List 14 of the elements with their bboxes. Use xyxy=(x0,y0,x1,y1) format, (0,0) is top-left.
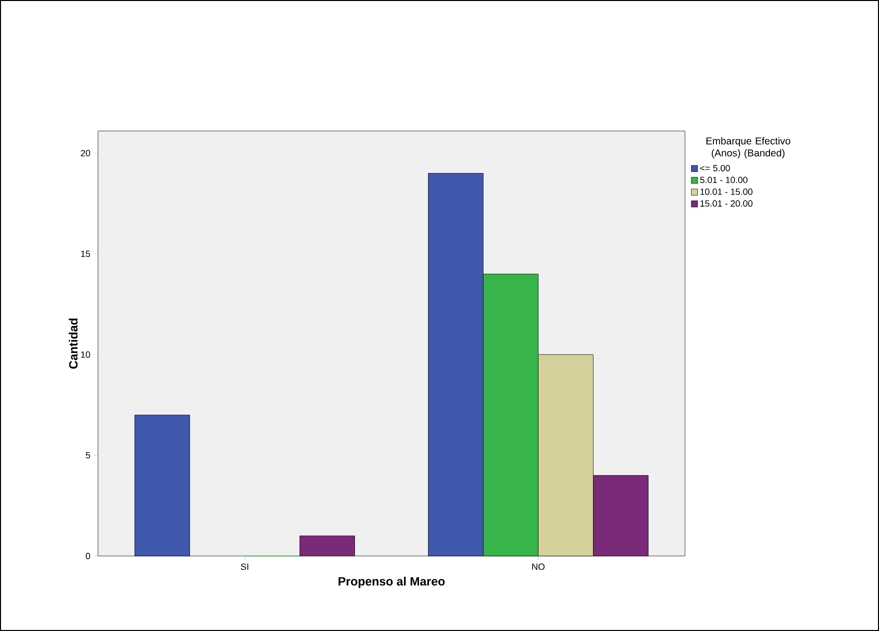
legend-label: 10.01 - 15.00 xyxy=(700,188,752,195)
x-tick-label: SI xyxy=(240,564,248,570)
x-tick-label: NO xyxy=(532,564,545,570)
y-tick-label: 0 xyxy=(86,552,90,560)
y-tick-label: 10 xyxy=(81,351,90,358)
y-tick-label: 15 xyxy=(81,250,90,258)
y-tick-label: 20 xyxy=(80,150,90,156)
legend-label: 15.01 - 20.00 xyxy=(700,200,752,207)
legend-title: Embarque Efectivo (Anos) (Banded) xyxy=(706,137,790,158)
x-axis-title: Propenso al Mareo xyxy=(338,576,445,588)
y-tick-label: 5 xyxy=(86,452,90,458)
y-axis-title: Cantidad xyxy=(68,318,78,369)
legend-label: <= 5.00 xyxy=(700,164,730,172)
legend-label: 5.01 - 10.00 xyxy=(700,176,748,184)
